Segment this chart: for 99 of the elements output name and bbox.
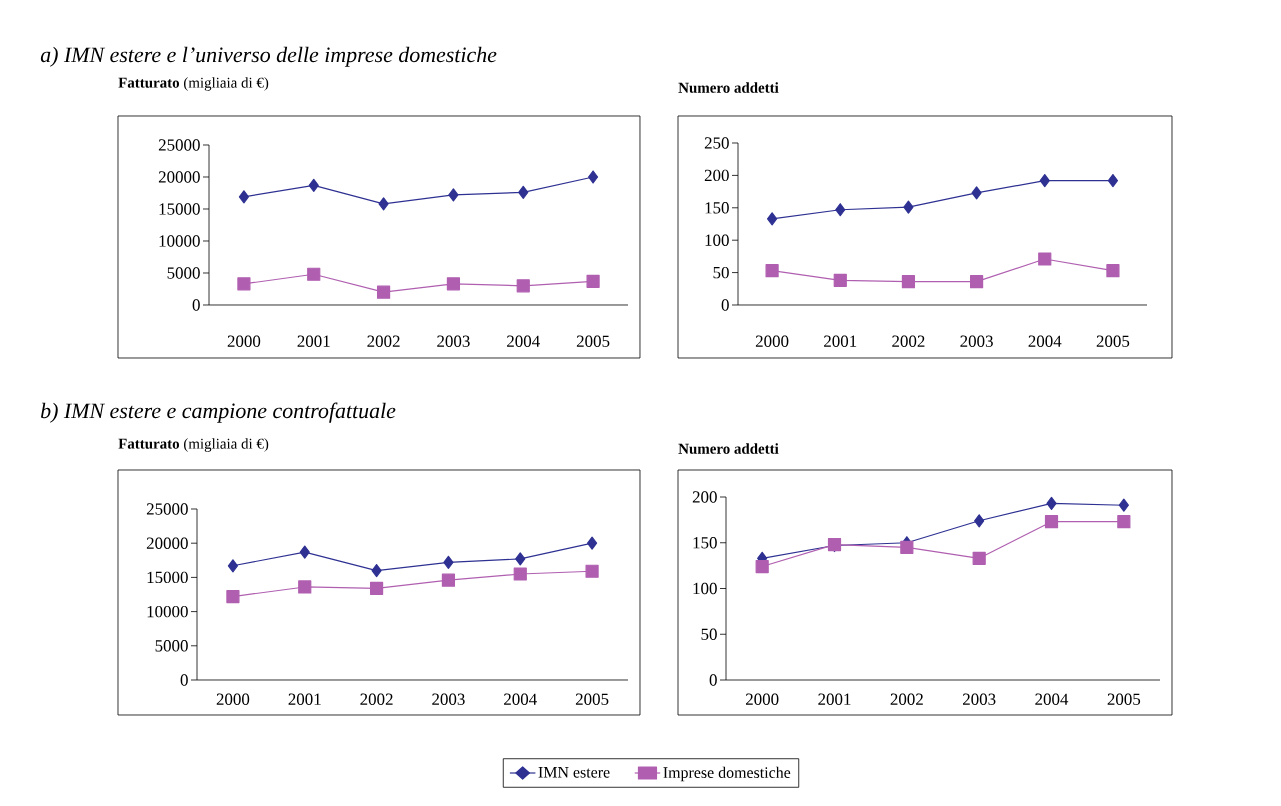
point bbox=[587, 170, 599, 184]
y-tick-label: 100 bbox=[693, 582, 717, 595]
y-tick-label: 50 bbox=[713, 266, 729, 279]
point bbox=[1039, 173, 1050, 188]
point bbox=[1044, 515, 1059, 529]
point bbox=[901, 275, 916, 289]
legend-label: IMN estere bbox=[538, 767, 610, 778]
chart-title: Numero addetti bbox=[678, 443, 779, 454]
x-tick-label: 2000 bbox=[755, 335, 789, 347]
text: b) IMN estere e campione controfattuale bbox=[41, 402, 396, 423]
x-tick-label: 2002 bbox=[367, 335, 400, 347]
text: a) IMN estere e l’universo delle imprese domestiche bbox=[40, 46, 497, 67]
point bbox=[755, 559, 769, 574]
y-tick-label: 200 bbox=[692, 491, 717, 503]
chart-title: Fatturato (migliaia di €) bbox=[118, 77, 269, 91]
y-tick-label: 200 bbox=[704, 169, 729, 182]
x-tick-label: 2004 bbox=[504, 693, 537, 705]
point bbox=[378, 197, 389, 211]
point bbox=[833, 273, 847, 287]
x-tick-label: 2002 bbox=[890, 693, 923, 705]
chart-title: Fatturato (migliaia di €) bbox=[118, 438, 269, 452]
x-tick-label: 2005 bbox=[576, 335, 610, 347]
point bbox=[1038, 252, 1052, 266]
point bbox=[1106, 264, 1120, 278]
point bbox=[307, 267, 321, 281]
x-tick-label: 2005 bbox=[1096, 335, 1130, 347]
point bbox=[446, 277, 461, 291]
y-tick-label: 0 bbox=[192, 299, 200, 311]
y-tick-label: 250 bbox=[704, 137, 729, 149]
y-tick-label: 20000 bbox=[158, 171, 200, 183]
x-tick-label: 2001 bbox=[297, 335, 330, 347]
y-tick-label: 50 bbox=[701, 628, 717, 640]
point bbox=[903, 200, 914, 214]
point bbox=[585, 564, 599, 578]
point bbox=[227, 559, 239, 573]
x-tick-label: 2004 bbox=[507, 335, 540, 347]
x-tick-label: 2001 bbox=[818, 693, 851, 705]
x-tick-label: 2004 bbox=[1035, 693, 1069, 705]
x-tick-label: 2001 bbox=[288, 693, 321, 705]
x-tick-label: 2000 bbox=[745, 693, 779, 705]
y-tick-label: 150 bbox=[693, 537, 717, 549]
point bbox=[515, 552, 526, 566]
point bbox=[586, 536, 598, 550]
y-tick-label: 20000 bbox=[146, 537, 188, 549]
point bbox=[1046, 496, 1057, 510]
point bbox=[238, 190, 250, 204]
x-tick-label: 2000 bbox=[227, 335, 261, 347]
point bbox=[765, 264, 779, 278]
point bbox=[299, 545, 310, 559]
y-tick-label: 25000 bbox=[158, 139, 200, 151]
chart-title: Numero addetti bbox=[678, 82, 779, 93]
point bbox=[1107, 173, 1119, 188]
y-tick-label: 25000 bbox=[146, 503, 188, 515]
point bbox=[376, 285, 391, 299]
point bbox=[308, 178, 319, 192]
point bbox=[448, 188, 459, 202]
point bbox=[1117, 515, 1131, 529]
point bbox=[971, 186, 982, 200]
point bbox=[969, 275, 984, 289]
x-tick-label: 2002 bbox=[892, 335, 925, 347]
point bbox=[513, 567, 527, 581]
point bbox=[443, 555, 454, 569]
point bbox=[441, 573, 456, 587]
y-tick-label: 15000 bbox=[159, 203, 200, 215]
x-tick-label: 2001 bbox=[824, 335, 857, 347]
point bbox=[586, 274, 600, 288]
point bbox=[298, 580, 312, 594]
y-tick-label: 5000 bbox=[155, 640, 188, 652]
point bbox=[900, 540, 914, 554]
x-tick-label: 2002 bbox=[360, 693, 393, 705]
y-tick-label: 10000 bbox=[159, 235, 200, 247]
legend-label: Imprese domestiche bbox=[663, 766, 791, 782]
point bbox=[518, 185, 529, 199]
point bbox=[369, 581, 384, 595]
point bbox=[974, 514, 985, 528]
x-tick-label: 2004 bbox=[1028, 335, 1062, 347]
point bbox=[766, 212, 778, 226]
point bbox=[371, 563, 382, 578]
point bbox=[237, 277, 251, 291]
x-tick-label: 2005 bbox=[1107, 693, 1141, 705]
y-tick-label: 0 bbox=[709, 674, 717, 686]
point bbox=[1118, 498, 1129, 512]
point bbox=[226, 589, 240, 604]
x-tick-label: 2005 bbox=[575, 693, 609, 705]
y-tick-label: 5000 bbox=[167, 267, 200, 279]
x-tick-label: 2003 bbox=[960, 335, 993, 347]
y-tick-label: 100 bbox=[705, 234, 729, 246]
point bbox=[835, 203, 846, 217]
x-tick-label: 2000 bbox=[216, 693, 250, 705]
point bbox=[516, 279, 530, 293]
point bbox=[972, 551, 986, 565]
y-tick-label: 150 bbox=[705, 202, 729, 214]
x-tick-label: 2003 bbox=[437, 335, 470, 347]
y-tick-label: 10000 bbox=[147, 605, 188, 618]
x-tick-label: 2003 bbox=[432, 693, 465, 705]
y-tick-label: 0 bbox=[180, 674, 188, 686]
y-tick-label: 15000 bbox=[147, 571, 188, 584]
x-tick-label: 2003 bbox=[962, 693, 996, 705]
y-tick-label: 0 bbox=[721, 299, 729, 311]
